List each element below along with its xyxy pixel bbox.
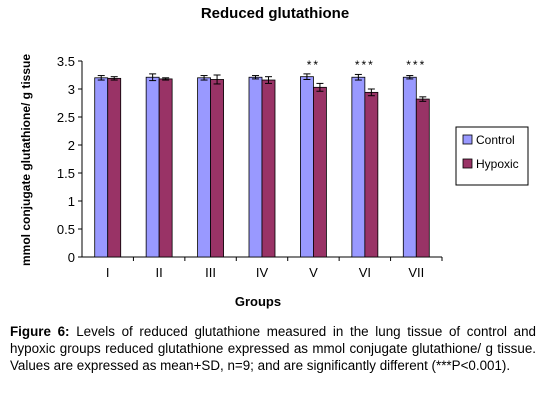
bar-control [94,77,109,258]
caption-text: Levels of reduced glutathione measured i… [10,324,537,373]
bar-chart: Reduced glutathione mmol conjugate gluta… [19,5,529,309]
y-tick-label: 2 [68,138,75,153]
figure-caption: Figure 6: Levels of reduced glutathione … [10,323,536,374]
x-tick-label: II [156,265,163,280]
significance-label: *** [355,58,375,72]
y-axis-label: mmol conjugate glutathione/ g tissue [19,54,33,266]
bar-hypoxic [313,86,327,258]
bar-hypoxic [158,78,173,258]
significance-label: *** [406,58,426,72]
significance-label: ** [307,58,320,72]
legend-label-control: Control [476,133,515,147]
bar-control [145,76,160,258]
x-tick-label: VII [408,265,424,280]
bar-control [351,76,366,258]
x-tick-label: V [309,265,318,280]
plot-area: 00.511.522.533.5I II III IV V**VI***VII*** [57,54,443,280]
caption-label: Figure 6: [10,324,70,339]
legend-swatch-hypoxic [462,158,473,169]
y-tick-label: 1 [68,194,75,209]
y-tick-label: 2.5 [57,110,75,125]
legend-swatch-control [462,134,473,145]
bar-control [197,77,211,258]
legend: Control Hypoxic [455,126,529,186]
y-tick-label: 0.5 [57,222,75,237]
x-tick-label: III [205,265,216,280]
x-tick-label: IV [256,265,269,280]
bar-hypoxic [261,79,276,258]
bar-control [402,76,417,258]
chart-title: Reduced glutathione [201,5,349,22]
bar-hypoxic [415,98,430,258]
x-axis-label: Groups [235,294,281,309]
bar-hypoxic [107,77,122,258]
bar-hypoxic [210,79,224,258]
bar-control [248,76,263,258]
bar-control [300,76,314,258]
legend-label-hypoxic: Hypoxic [476,157,519,171]
y-tick-label: 0 [68,250,75,265]
y-tick-label: 3 [68,82,75,97]
y-tick-label: 3.5 [57,54,75,69]
x-tick-label: I [106,265,110,280]
x-tick-label: VI [359,265,371,280]
y-tick-label: 1.5 [57,166,75,181]
bar-hypoxic [364,91,379,258]
